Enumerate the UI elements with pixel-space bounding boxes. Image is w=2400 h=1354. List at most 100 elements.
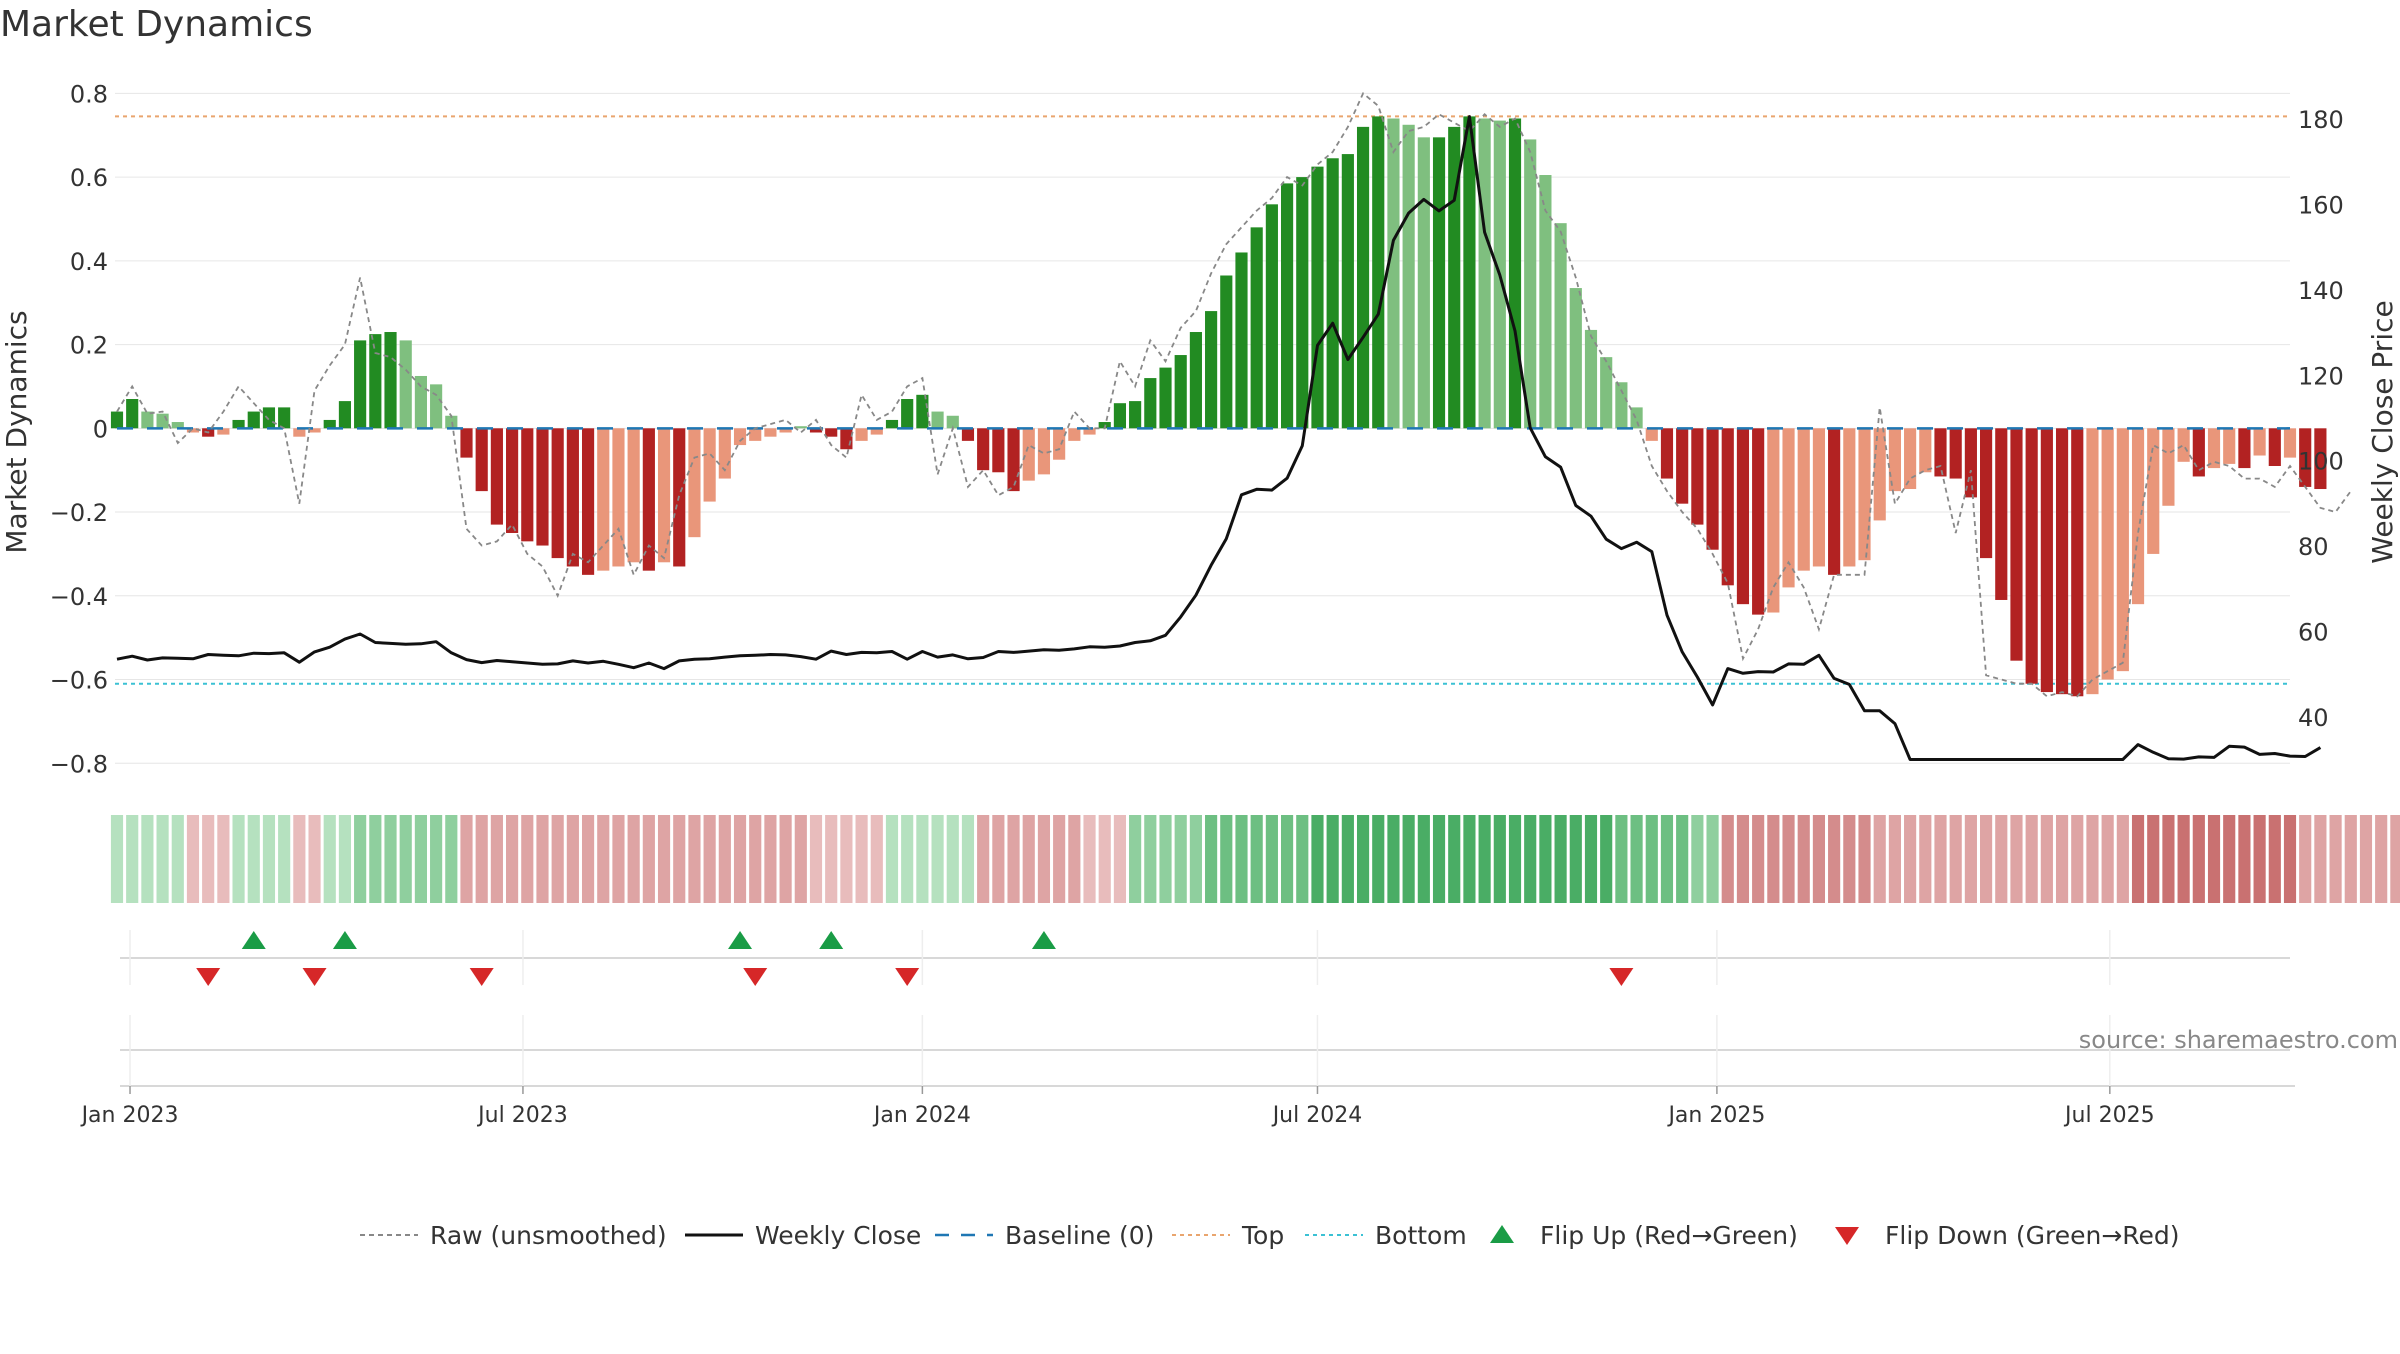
trend-strip-cell-80 [1326,815,1339,903]
trend-strip-cell-92 [1508,815,1522,903]
legend-flip-down-swatch [1835,1227,1859,1245]
x-tick-label-1: Jul 2023 [476,1103,568,1128]
trend-strip-cell-139 [2223,815,2236,903]
dynamics-bar-53 [916,394,929,429]
dynamics-bar-14 [323,419,336,429]
trend-strip-cell-89 [1463,815,1476,903]
trend-strip-cell-140 [2238,815,2251,903]
dynamics-bar-94 [1539,175,1552,429]
dynamics-bar-111 [1797,428,1810,571]
trend-strip-cell-34 [627,815,640,903]
trend-strip-cell-90 [1478,815,1491,903]
dynamics-bar-85 [1402,124,1415,429]
dynamics-bar-118 [1904,428,1917,490]
flip-up-marker-2 [728,931,753,949]
y-left-tick-label-6: −0.4 [50,583,108,611]
trend-strip-cell-143 [2283,815,2297,903]
trend-strip-cell-138 [2207,815,2221,903]
trend-strip-cell-67 [1129,815,1142,903]
trend-strip-cell-3 [156,815,169,903]
trend-strip-cell-22 [445,815,458,903]
dynamics-bar-101 [1645,428,1658,441]
dynamics-bar-54 [931,411,944,429]
legend-label-flip_up: Flip Up (Red→Green) [1540,1221,1798,1250]
trend-strip-cell-73 [1220,815,1233,903]
trend-strip-cell-53 [916,815,929,903]
flip-down-marker-0 [196,968,221,986]
trend-strip-cell-125 [2010,815,2023,903]
dynamics-bar-11 [278,407,291,429]
dynamics-bar-9 [247,411,260,429]
trend-strip-cell-0 [110,815,124,903]
dynamics-bar-114 [1843,428,1856,567]
trend-strip-cell-147 [2344,815,2357,903]
trend-strip-cell-32 [597,815,610,903]
trend-strip-cell-11 [278,815,291,903]
flip-down-marker-4 [895,968,920,986]
trend-strip-cell-131 [2101,815,2114,903]
dynamics-bar-144 [2299,428,2312,487]
trend-strip-cell-52 [901,815,914,903]
dynamics-bar-145 [2314,428,2327,490]
trend-strip-cell-17 [369,815,382,903]
dynamics-bar-61 [1037,428,1051,475]
trend-strip-cell-56 [961,815,975,903]
chart-title: Market Dynamics [0,4,313,45]
trend-strip-cell-85 [1402,815,1415,903]
trend-strip-cell-97 [1584,815,1598,903]
dynamics-bar-69 [1159,367,1172,429]
dynamics-bar-33 [612,428,625,567]
dynamics-bar-77 [1280,183,1294,429]
trend-strip-cell-127 [2040,815,2053,903]
dynamics-bar-135 [2162,428,2175,506]
trend-strip-cell-101 [1645,815,1658,903]
dynamics-bar-35 [642,428,655,571]
trend-strip-cell-75 [1250,815,1263,903]
dynamics-bar-10 [262,407,276,429]
dynamics-bar-42 [749,428,762,441]
dynamics-bar-62 [1053,428,1066,460]
trend-strip-cell-57 [977,815,990,903]
dynamics-bar-0 [110,411,124,429]
dynamics-bar-38 [688,428,701,538]
dynamics-bar-130 [2086,428,2099,695]
dynamics-bar-119 [1919,428,1932,473]
trend-strip-cell-29 [551,815,564,903]
trend-strip-cell-58 [992,815,1005,903]
dynamics-bar-64 [1083,428,1096,435]
dynamics-bar-72 [1205,311,1218,429]
trend-strip-cell-133 [2131,815,2145,903]
dynamics-bar-131 [2101,428,2114,680]
trend-strip-cell-60 [1022,815,1035,903]
dynamics-bar-108 [1752,428,1765,615]
dynamics-bar-86 [1417,137,1430,429]
trend-strip-cell-87 [1432,815,1446,903]
dynamics-bar-143 [2283,428,2297,458]
trend-strip-cell-9 [247,815,260,903]
dynamics-bar-43 [764,428,777,437]
dynamics-bar-3 [156,413,169,429]
y-left-tick-label-8: −0.8 [50,750,108,778]
dynamics-bar-16 [354,340,367,429]
trend-strip-cell-74 [1235,815,1248,903]
trend-strip-cell-102 [1660,815,1674,903]
dynamics-bar-103 [1676,428,1689,504]
dynamics-bar-121 [1949,428,1962,479]
dynamics-bar-7 [217,428,230,435]
flip-down-marker-1 [302,968,327,986]
dynamics-bar-40 [718,428,731,479]
trend-strip-cell-51 [885,815,899,903]
trend-strip-cell-2 [141,815,154,903]
trend-strip-cell-33 [612,815,625,903]
trend-strip-cell-39 [703,815,716,903]
trend-strip-cell-94 [1539,815,1552,903]
trend-strip-cell-70 [1174,815,1187,903]
trend-strip-cell-110 [1782,815,1795,903]
y-left-tick-label-5: −0.2 [50,499,108,527]
dynamics-bar-120 [1934,428,1947,477]
dynamics-bar-44 [779,428,792,433]
dynamics-bar-136 [2177,428,2190,462]
legend-label-raw: Raw (unsmoothed) [430,1221,667,1250]
trend-strip-cell-84 [1387,815,1400,903]
